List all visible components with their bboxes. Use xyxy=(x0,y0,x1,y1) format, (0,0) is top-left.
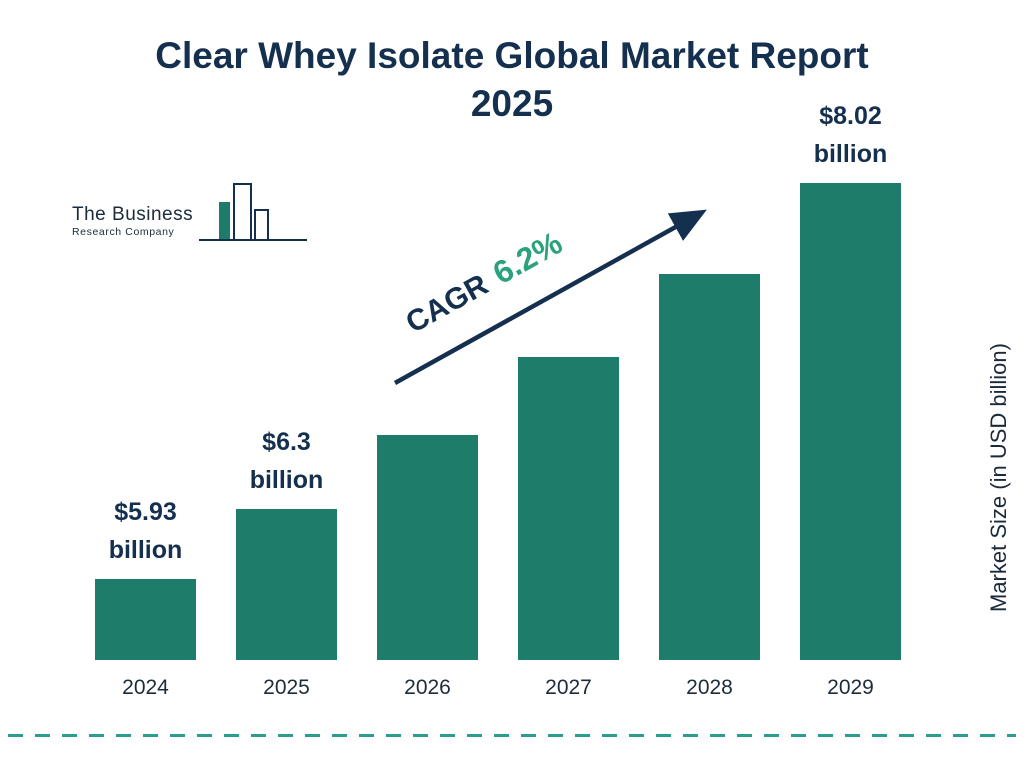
bar-2025: $6.3 billion 2025 xyxy=(236,428,337,699)
x-axis-label-2029: 2029 xyxy=(827,676,874,699)
bar-2028: 2028 xyxy=(659,274,760,699)
bar-2029: $8.02 billion 2029 xyxy=(800,102,901,699)
title-line-1: Clear Whey Isolate Global Market Report xyxy=(155,35,869,76)
bottom-dashed-line xyxy=(8,734,1016,737)
bar-value-label-2029: $8.02 billion xyxy=(813,102,888,168)
company-logo: The Business Research Company xyxy=(72,178,309,246)
logo-name-line-2: Research Company xyxy=(72,226,175,238)
page-title: Clear Whey Isolate Global Market Report … xyxy=(0,32,1024,128)
logo-text: The Business Research Company xyxy=(72,204,193,246)
bar-chart: $5.93 billion 2024 $6.3 billion 2025 2026 2027 2… xyxy=(95,102,901,699)
x-axis-label-2028: 2028 xyxy=(686,676,733,699)
x-axis-label-2024: 2024 xyxy=(122,676,169,699)
bar-2026: 2026 xyxy=(377,435,478,699)
x-axis-label-2025: 2025 xyxy=(263,676,310,699)
bar-2027: 2027 xyxy=(518,357,619,699)
bar-value-label-2025: $6.3 billion xyxy=(249,428,324,494)
title-line-2: 2025 xyxy=(470,83,554,125)
x-axis-label-2026: 2026 xyxy=(404,676,451,699)
y-axis-title: Market Size (in USD billion) xyxy=(986,343,1011,612)
growth-arrow xyxy=(393,209,707,385)
bar-chart-logo-icon xyxy=(199,183,308,241)
bar-2024: $5.93 billion 2024 xyxy=(95,498,196,699)
x-axis-label-2027: 2027 xyxy=(545,676,592,699)
logo-name-line-1: The Business xyxy=(72,204,194,225)
bar-value-label-2024: $5.93 billion xyxy=(108,498,183,564)
